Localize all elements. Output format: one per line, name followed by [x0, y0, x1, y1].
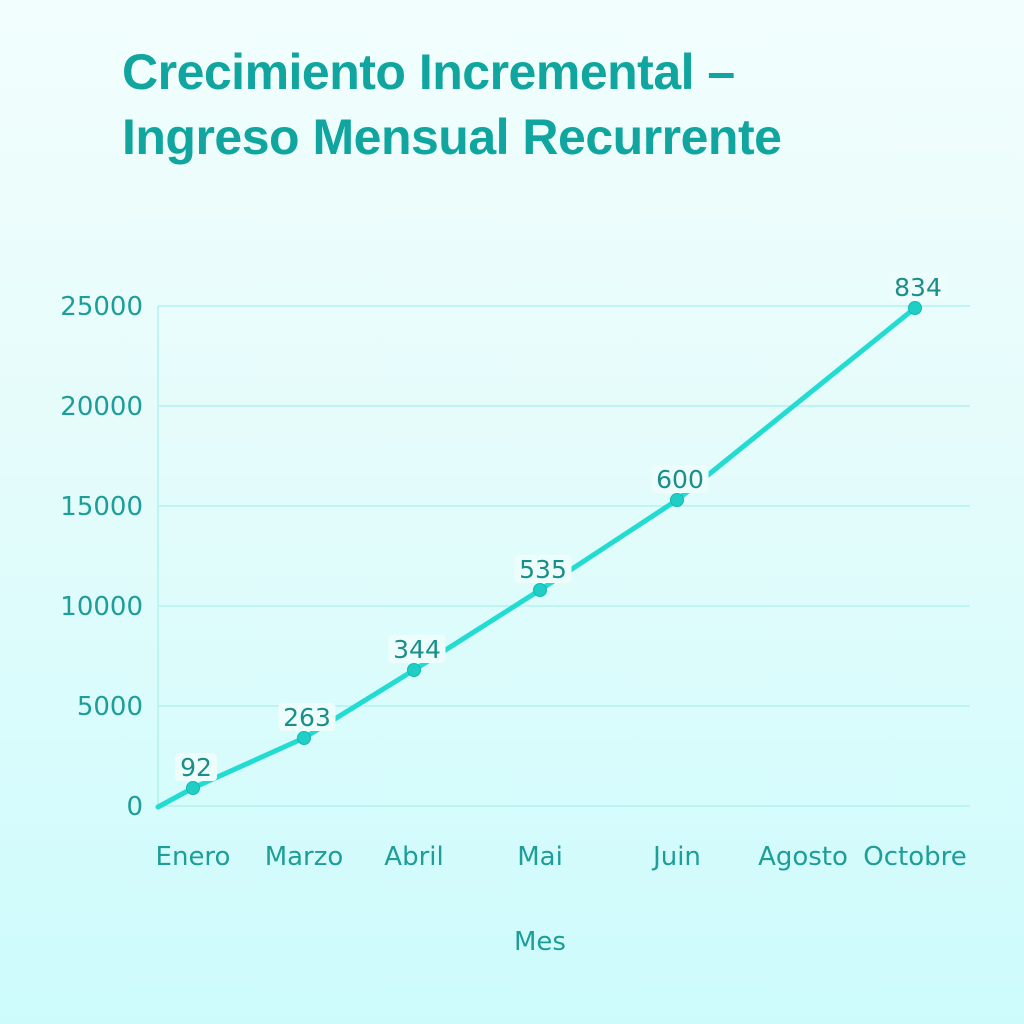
y-tick-label: 20000: [60, 392, 143, 422]
data-label: 600: [656, 465, 704, 494]
chart-title-line-1: Crecimiento Incremental –: [122, 44, 735, 100]
data-label: 535: [519, 555, 567, 584]
y-tick-label: 0: [126, 792, 143, 822]
y-tick-label: 5000: [77, 692, 143, 722]
x-tick-label: Agosto: [758, 842, 848, 872]
x-tick-label: Juin: [651, 842, 701, 872]
data-label: 834: [894, 273, 942, 302]
x-tick-label: Marzo: [265, 842, 344, 872]
data-labels: 92 263 344 535 600 834: [175, 273, 947, 782]
data-label-bg: [388, 635, 446, 663]
data-label-bg: [278, 703, 336, 731]
y-axis-tick-labels: 0 5000 10000 15000 20000 25000: [60, 292, 143, 822]
x-axis-title: Mes: [514, 927, 566, 957]
data-label-bg: [889, 273, 947, 301]
x-tick-label: Abril: [384, 842, 443, 872]
x-axis-tick-labels: Enero Marzo Abril Mai Juin Agosto Octobre: [156, 842, 967, 872]
data-point: [670, 493, 684, 507]
data-label: 92: [180, 753, 212, 782]
data-point: [908, 301, 922, 315]
x-tick-label: Enero: [156, 842, 231, 872]
x-tick-label: Octobre: [863, 842, 966, 872]
data-point: [186, 781, 200, 795]
data-point: [407, 663, 421, 677]
chart-title-line-2: Ingreso Mensual Recurrente: [122, 109, 782, 165]
data-label: 344: [393, 635, 441, 664]
data-label: 263: [283, 703, 331, 732]
chart-title: Crecimiento Incremental – Ingreso Mensua…: [122, 40, 782, 170]
data-point: [533, 583, 547, 597]
data-point: [297, 731, 311, 745]
data-label-bg: [175, 753, 217, 781]
x-tick-label: Mai: [517, 842, 563, 872]
y-tick-label: 25000: [60, 292, 143, 322]
y-tick-label: 15000: [60, 492, 143, 522]
gridlines: [157, 305, 970, 807]
data-points: [186, 301, 922, 795]
data-label-bg: [651, 465, 709, 493]
y-tick-label: 10000: [60, 592, 143, 622]
data-label-bg: [514, 555, 572, 583]
